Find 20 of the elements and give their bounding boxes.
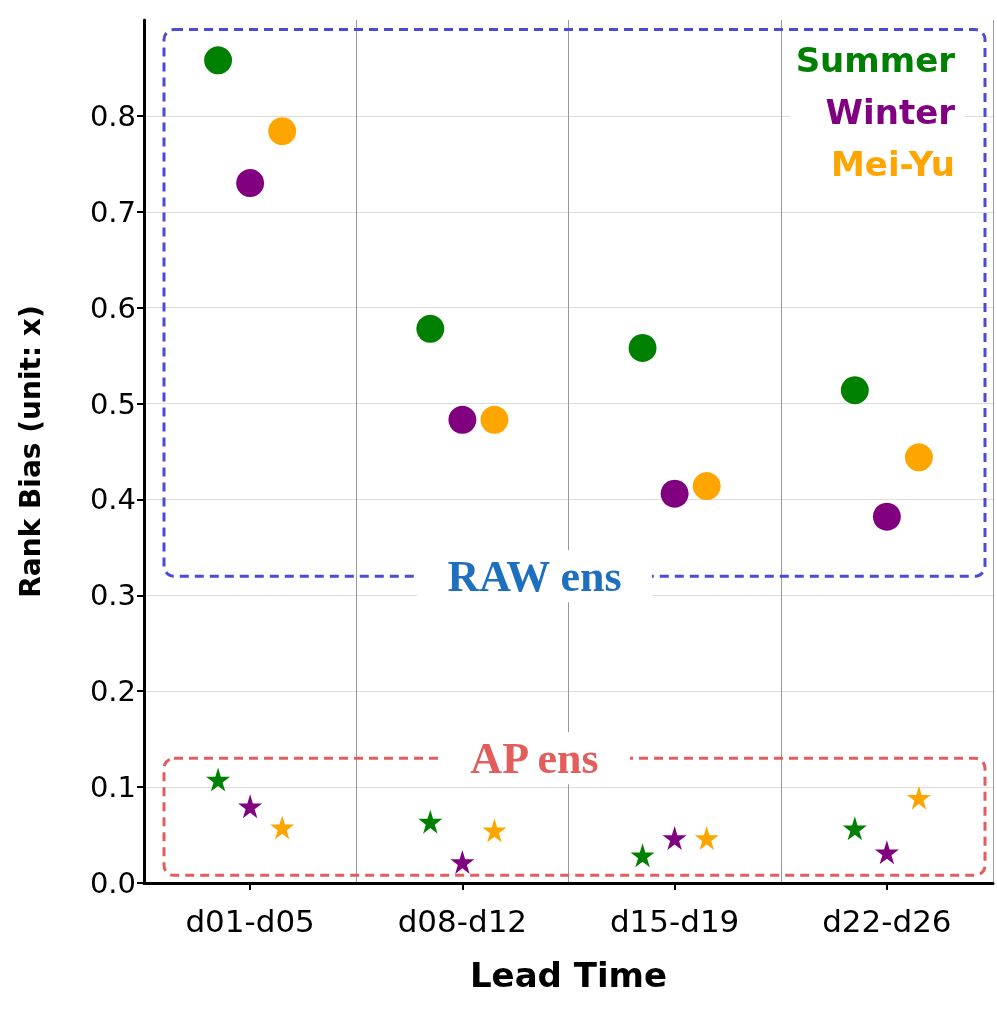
y-tick-label: 0.6 [89, 290, 136, 325]
text: Mei-Yu [830, 144, 955, 184]
annotation: AP ens [470, 733, 599, 783]
y-tick-label: 0.3 [89, 578, 136, 613]
y-axis-title: Rank Bias (unit: x) [13, 305, 47, 598]
x-tick-label: d08-d12 [397, 902, 528, 939]
y-tick-label: 0.1 [89, 770, 136, 805]
y-tick-label: 0.2 [89, 674, 136, 709]
x-tick-label: d22-d26 [822, 902, 952, 939]
y-tick-label: 0.0 [89, 866, 136, 900]
y-tick-label: 0.4 [89, 482, 136, 517]
x-tick-label: d15-d19 [609, 902, 740, 939]
annotation: RAW ens [447, 551, 622, 601]
x-axis-title: Lead Time [469, 955, 668, 995]
y-tick-label: 0.7 [89, 194, 136, 229]
text: Winter [825, 92, 956, 132]
y-tick-label: 0.5 [89, 386, 136, 421]
text: Summer [795, 40, 956, 80]
y-tick-label: 0.8 [89, 98, 136, 133]
x-tick-label: d01-d05 [185, 902, 315, 939]
